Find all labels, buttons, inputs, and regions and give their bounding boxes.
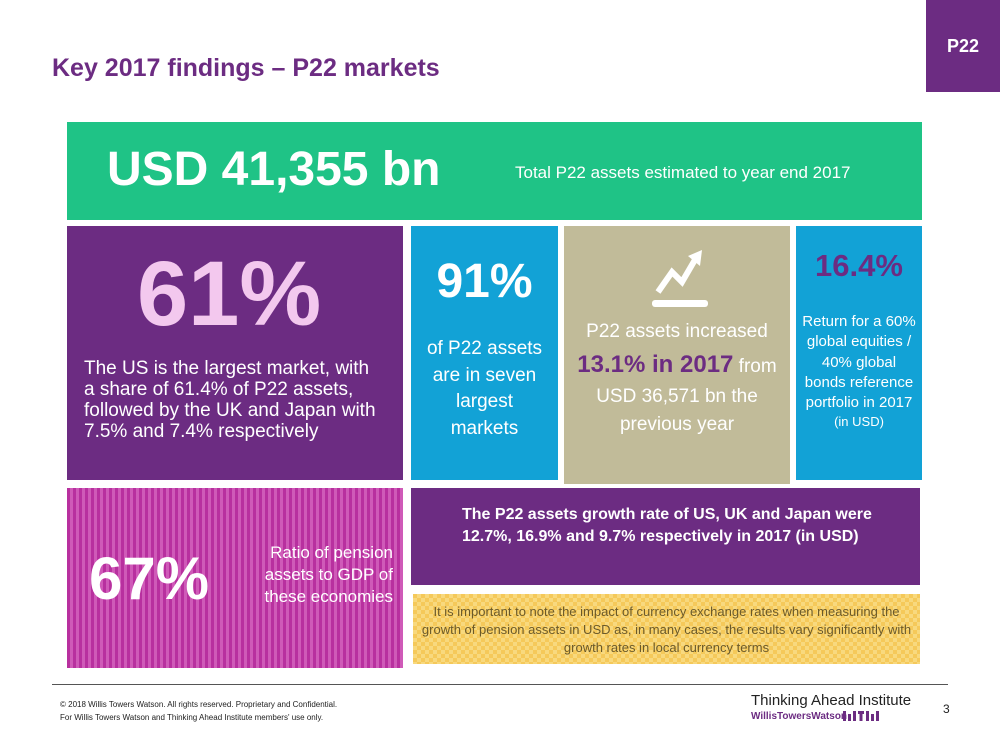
us-share-value: 61% <box>137 243 322 345</box>
gdp-ratio-desc: Ratio of pension assets to GDP of these … <box>264 543 393 607</box>
growth-desc: P22 assets increased 13.1% in 2017 from … <box>570 318 784 440</box>
return-desc-block: Return for a 60% global equities / 40% g… <box>802 312 916 431</box>
currency-note-panel: It is important to note the impact of cu… <box>413 594 920 664</box>
institute-logo-text: Thinking Ahead Institute <box>751 692 912 709</box>
growth-desc-post: from USD 36,571 bn the previous year <box>596 355 777 436</box>
largest-markets-panel: 91% of P22 assets are in seven largest m… <box>411 226 558 480</box>
largest-markets-value: 91% <box>436 255 533 308</box>
wtw-logo-icon <box>843 711 879 721</box>
return-panel: 16.4% Return for a 60% global equities /… <box>796 226 922 480</box>
total-assets-panel: USD 41,355 bn Total P22 assets estimated… <box>67 122 922 220</box>
return-unit: (in USD) <box>834 414 884 430</box>
growth-rates-desc: The P22 assets growth rate of US, UK and… <box>462 506 872 546</box>
copyright-line2: For Willis Towers Watson and Thinking Ah… <box>60 712 324 722</box>
page-title: Key 2017 findings – P22 markets <box>52 54 440 82</box>
us-share-desc: The US is the largest market, with a sha… <box>84 358 376 442</box>
copyright-line1: © 2018 Willis Towers Watson. All rights … <box>60 700 338 709</box>
growth-highlight: 13.1% in 2017 <box>577 350 734 378</box>
growth-panel: P22 assets increased 13.1% in 2017 from … <box>564 226 790 484</box>
us-share-panel: 61% The US is the largest market, with a… <box>67 226 403 480</box>
total-assets-value: USD 41,355 bn <box>107 143 441 196</box>
page-number: 3 <box>943 702 950 716</box>
growth-chart-icon <box>652 250 708 307</box>
growth-rates-panel: The P22 assets growth rate of US, UK and… <box>411 488 920 585</box>
copyright: © 2018 Willis Towers Watson. All rights … <box>60 699 337 725</box>
growth-desc-pre: P22 assets increased <box>586 321 768 342</box>
return-desc: Return for a 60% global equities / 40% g… <box>802 313 916 411</box>
gdp-ratio-panel: 67% Ratio of pension assets to GDP of th… <box>67 488 403 668</box>
footer-divider <box>52 684 948 685</box>
total-assets-desc: Total P22 assets estimated to year end 2… <box>515 163 851 182</box>
section-tag: P22 <box>926 0 1000 92</box>
return-value: 16.4% <box>815 248 903 283</box>
largest-markets-desc: of P22 assets are in seven largest marke… <box>426 338 543 439</box>
currency-note: It is important to note the impact of cu… <box>421 604 912 656</box>
gdp-ratio-value: 67% <box>89 545 210 612</box>
company-logo-text: WillisTowersWatson <box>751 711 848 722</box>
